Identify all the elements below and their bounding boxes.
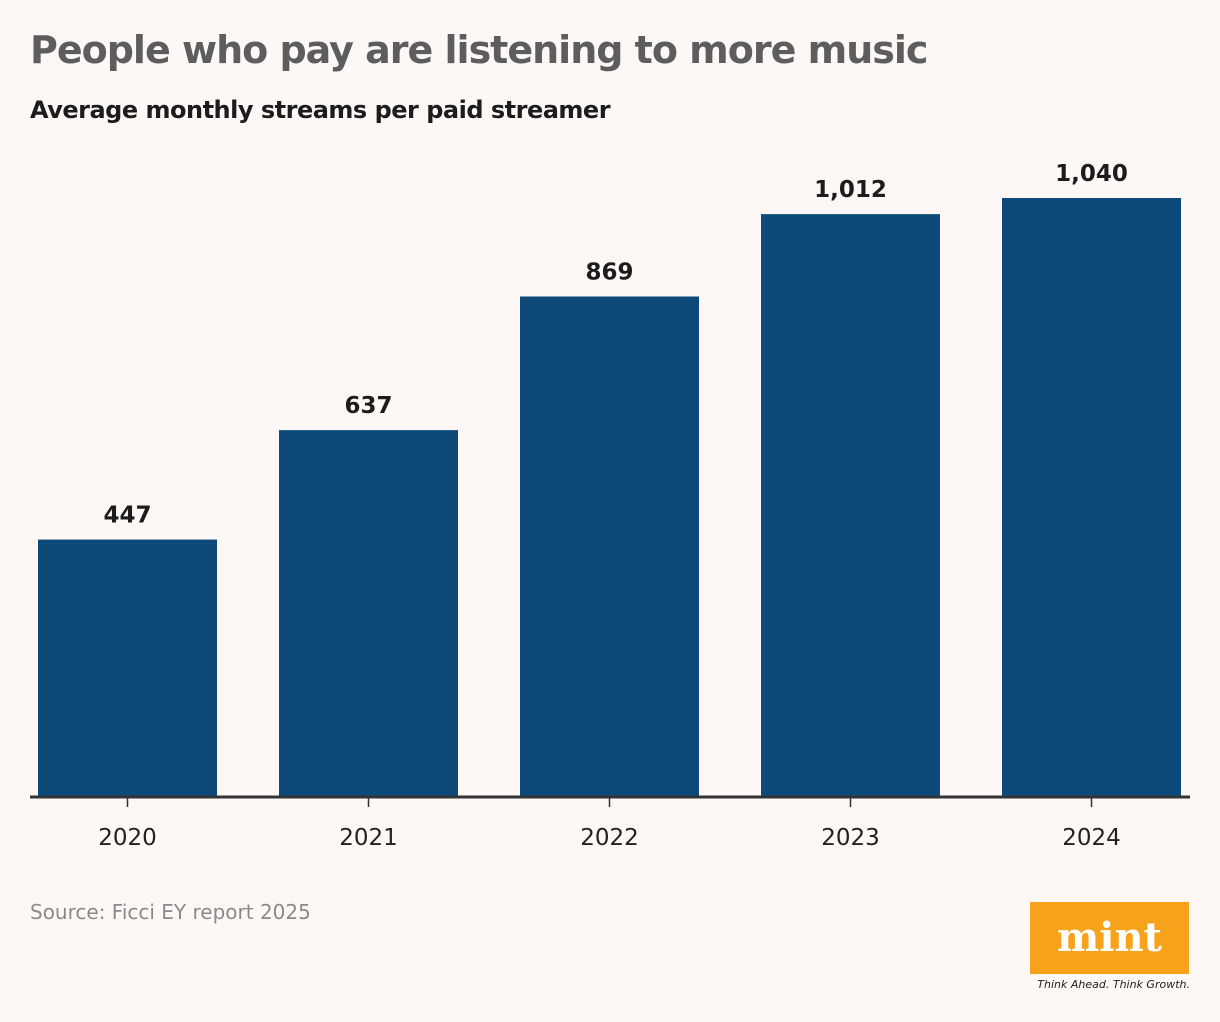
bar-2022	[520, 296, 699, 797]
x-tick-label-2020: 2020	[98, 825, 157, 851]
chart-title: People who pay are listening to more mus…	[30, 28, 928, 72]
bar-2024	[1002, 198, 1181, 797]
mint-logo: mint	[1030, 902, 1189, 974]
logo-tagline: Think Ahead. Think Growth.	[1037, 978, 1190, 991]
chart-subtitle: Average monthly streams per paid streame…	[30, 96, 611, 124]
value-label-2020: 447	[103, 503, 151, 529]
value-label-2022: 869	[585, 259, 633, 285]
x-tick-label-2021: 2021	[339, 825, 398, 851]
bar-2020	[38, 539, 217, 797]
x-tick-label-2023: 2023	[821, 825, 880, 851]
bar-2023	[761, 214, 940, 797]
logo-wordmark: mint	[1056, 914, 1163, 961]
source-note: Source: Ficci EY report 2025	[30, 900, 311, 924]
bar-2021	[279, 430, 458, 797]
value-label-2023: 1,012	[814, 177, 887, 203]
x-tick-label-2022: 2022	[580, 825, 639, 851]
value-label-2024: 1,040	[1055, 161, 1128, 187]
bar-chart: 447 2020 637 2021 869 2022 1,012 2023 1,040 2024	[30, 161, 1190, 851]
value-label-2021: 637	[344, 393, 392, 419]
x-tick-label-2024: 2024	[1062, 825, 1121, 851]
